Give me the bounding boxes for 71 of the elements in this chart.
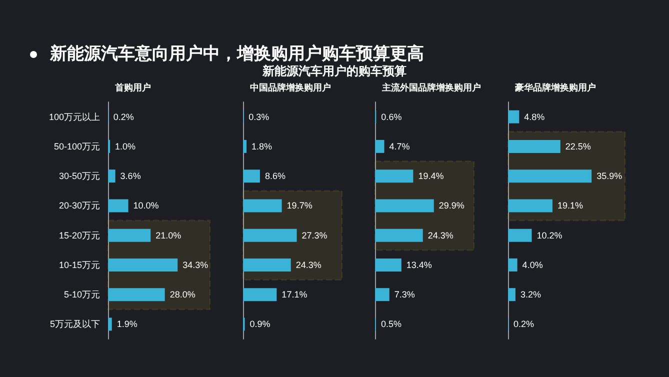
y-tick-label: 30-50万元 [58,171,100,182]
data-label: 3.2% [520,290,541,300]
data-label: 0.2% [113,112,134,122]
data-label: 4.0% [522,260,543,270]
bar [108,288,165,302]
y-tick-label: 15-20万元 [58,230,100,240]
data-label: 13.4% [406,260,432,270]
bar [508,199,552,212]
data-label: 4.7% [389,141,410,152]
data-label: 21.0% [156,230,182,240]
bar [508,170,592,183]
bar [108,170,116,183]
y-tick-label: 5-10万元 [64,290,100,300]
bar [508,228,532,242]
data-label: 4.8% [524,112,545,122]
data-label: 19.7% [286,200,312,211]
data-label: 27.3% [302,230,328,240]
bar [108,258,178,272]
bar [508,288,516,302]
data-label: 1.0% [115,141,136,152]
chart-title: 主流外国品牌增换购用户 [381,82,481,92]
bar [243,170,260,183]
data-label: 0.9% [250,319,270,330]
data-label: 0.3% [248,112,270,122]
bar [243,140,247,153]
y-tick-label: 5万元及以下 [50,319,100,330]
bar [243,288,277,302]
bar [375,228,423,242]
bar [243,199,282,212]
bar [108,318,112,331]
data-label: 8.6% [264,171,286,182]
chart-title: 首购用户 [114,82,151,92]
data-label: 29.9% [438,200,464,211]
data-label: 3.6% [120,171,141,182]
chart-title: 豪华品牌增换购用户 [514,82,596,92]
bar [108,199,128,212]
data-label: 10.2% [536,230,562,240]
bar [508,140,560,153]
bar [375,288,390,302]
text: 新能源汽车意向用户中，增换购用户购车预算更高 [50,43,424,64]
bar [508,258,518,272]
data-label: 34.3% [182,260,208,270]
data-label: 7.3% [394,290,415,300]
data-label: 1.9% [116,319,138,330]
bar [508,110,520,124]
bar [243,228,297,242]
data-label: 28.0% [170,290,196,300]
y-tick-label: 50-100万元 [54,141,100,152]
data-label: 0.6% [381,112,402,122]
bar [108,228,151,242]
data-label: 10.0% [133,200,159,211]
data-label: 1.8% [252,141,272,152]
chart-title: 中国品牌增换购用户 [250,82,331,92]
data-label: 19.1% [557,200,583,211]
bar [375,199,434,212]
data-label: 19.4% [418,171,444,182]
data-label: 0.2% [513,319,534,330]
bar [243,258,291,272]
text: 新能源汽车用户的购车预算 [262,63,408,80]
y-tick-label: 20-30万元 [58,200,100,211]
data-label: 0.5% [380,319,402,330]
bar [375,140,384,153]
data-label: 17.1% [282,290,308,300]
data-label: 22.5% [565,141,591,152]
y-tick-label: 100万元以上 [48,112,100,122]
y-tick-label: 10-15万元 [58,260,100,270]
bar [375,258,402,272]
data-label: 24.3% [428,230,454,240]
bar [375,170,414,183]
data-label: 35.9% [596,171,622,182]
data-label: 24.3% [296,260,322,270]
